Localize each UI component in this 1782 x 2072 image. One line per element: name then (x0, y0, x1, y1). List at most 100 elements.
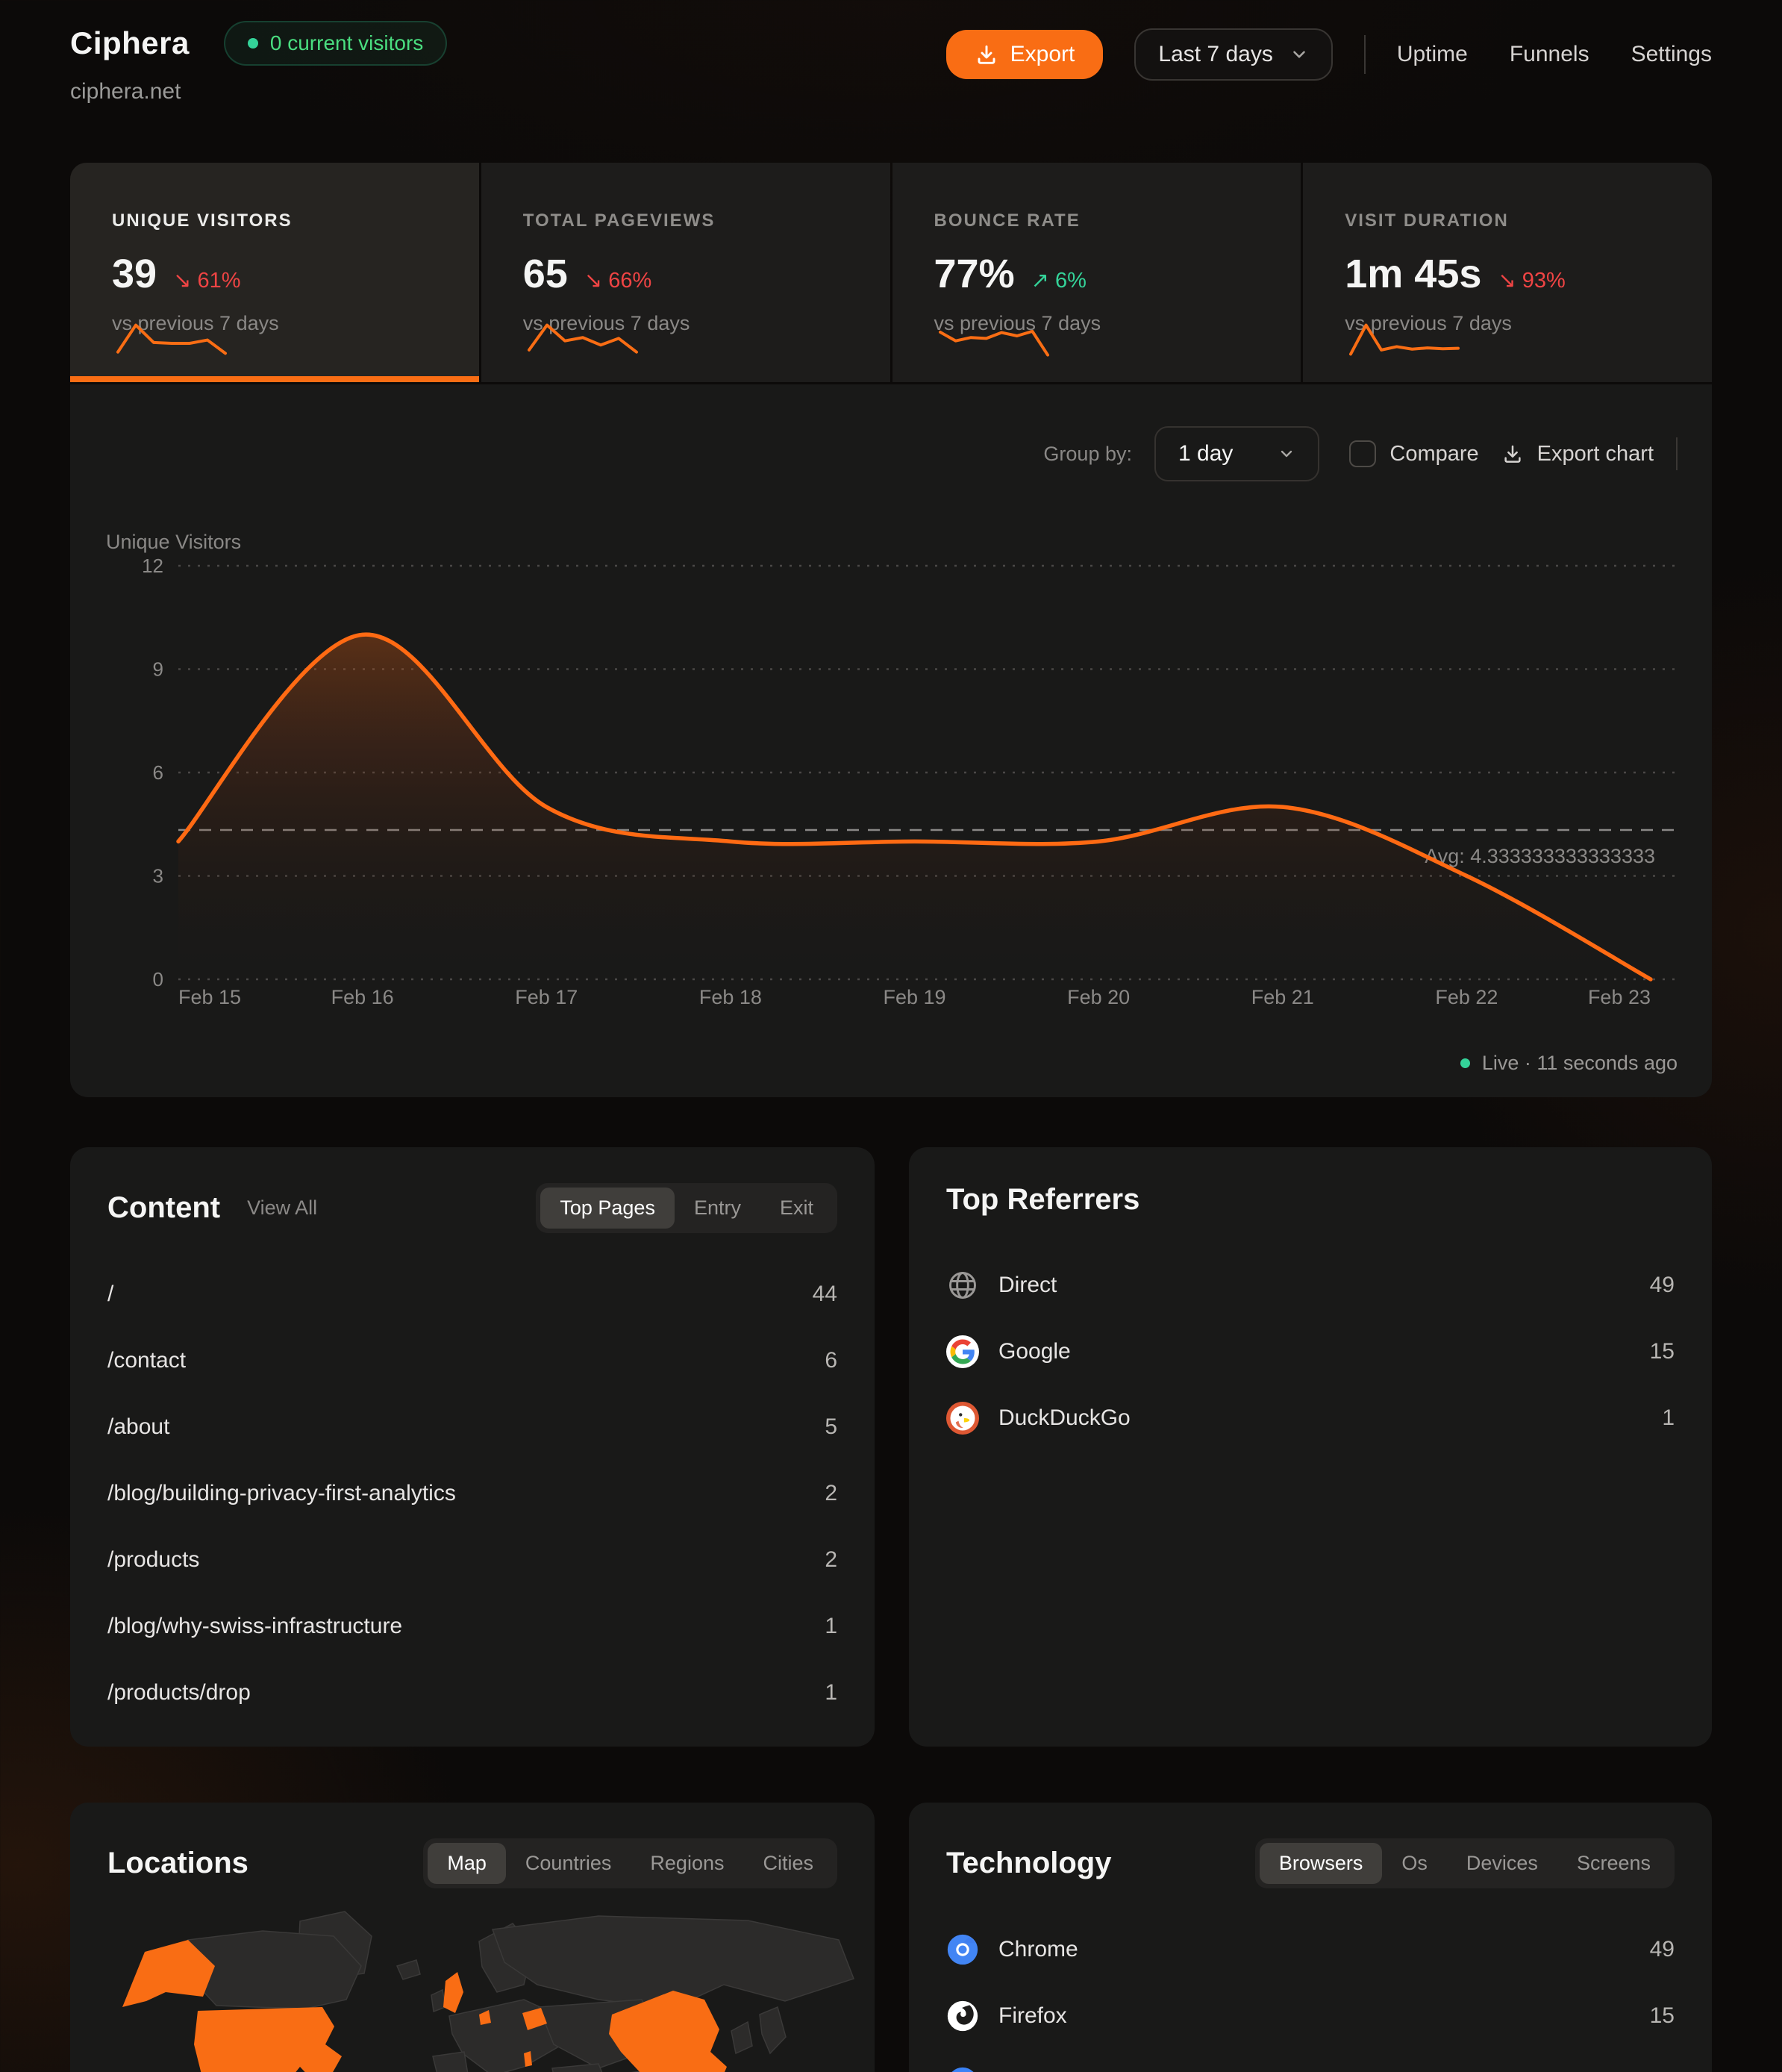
content-title: Content (107, 1191, 221, 1224)
live-status: Live · 11 seconds ago (1460, 1052, 1678, 1075)
table-row[interactable]: /44 (107, 1281, 837, 1306)
stat-label: VISIT DURATION (1345, 210, 1509, 231)
table-row[interactable]: /contact 6 (107, 1347, 837, 1373)
site-domain: ciphera.net (70, 79, 181, 104)
stat-card-unique-visitors[interactable]: UNIQUE VISITORS 39 ↘ 61% vs previous 7 d… (70, 163, 479, 382)
tab-entry[interactable]: Entry (693, 1196, 741, 1219)
unique-visitors-line-chart[interactable]: 0 3 6 9 12 Feb 15 Feb 16 Feb 17 Feb 18 Feb 19 Feb … (70, 384, 1712, 1095)
svg-text:Feb 16: Feb 16 (331, 986, 394, 1008)
svg-text:0: 0 (153, 968, 163, 990)
list-item[interactable]: Direct 49 (946, 1252, 1675, 1318)
nav-settings[interactable]: Settings (1631, 42, 1712, 66)
export-button-label: Export (1010, 42, 1075, 66)
tab-browsers[interactable]: Browsers (1259, 1843, 1383, 1884)
nav-funnels[interactable]: Funnels (1509, 42, 1589, 66)
main-nav: Uptime Funnels Settings (1397, 42, 1712, 67)
list-item[interactable]: Google 15 (946, 1318, 1675, 1385)
duckduckgo-icon (946, 1401, 979, 1435)
svg-text:Feb 19: Feb 19 (883, 986, 945, 1008)
map-country-united-states-alaska (122, 1940, 215, 2007)
map-korea (731, 2020, 753, 2055)
svg-text:3: 3 (153, 865, 163, 887)
technology-rows: Chrome 49 Firefox 15 (946, 1916, 1675, 2072)
stats-row: UNIQUE VISITORS 39 ↘ 61% vs previous 7 d… (70, 163, 1712, 382)
firefox-icon (946, 2000, 979, 2032)
compare-checkbox[interactable] (1349, 440, 1377, 467)
table-row[interactable]: /products/drop 1 (107, 1679, 837, 1705)
compare-toggle[interactable]: Compare (1349, 440, 1479, 467)
group-by-select[interactable]: 1 day (1154, 426, 1320, 481)
sparkline (938, 329, 1049, 357)
site-name: Ciphera (70, 25, 190, 60)
svg-text:Feb 23: Feb 23 (1588, 986, 1651, 1008)
tab-screens[interactable]: Screens (1576, 1852, 1651, 1874)
list-item[interactable]: Firefox 15 (946, 1982, 1675, 2049)
browser-icon (946, 2066, 979, 2072)
svg-text:12: 12 (142, 555, 163, 577)
referrers-title: Top Referrers (946, 1183, 1140, 1216)
controls-divider (1676, 437, 1678, 470)
tab-map[interactable]: Map (428, 1843, 506, 1884)
svg-text:Feb 18: Feb 18 (699, 986, 762, 1008)
download-icon (975, 43, 998, 66)
stat-card-visit-duration[interactable]: VISIT DURATION 1m 45s ↘ 93% vs previous … (1303, 163, 1712, 382)
tab-cities[interactable]: Cities (763, 1852, 813, 1874)
table-row[interactable]: /blog/why-swiss-infrastructure 1 (107, 1613, 837, 1638)
export-chart-button[interactable]: Export chart (1501, 442, 1654, 466)
svg-text:Feb 22: Feb 22 (1435, 986, 1498, 1008)
header-divider (1363, 35, 1366, 74)
tab-regions[interactable]: Regions (650, 1852, 725, 1874)
tab-devices[interactable]: Devices (1466, 1852, 1538, 1874)
chart-axis-title: Unique Visitors (106, 531, 242, 553)
stat-delta: ↘ 61% (173, 269, 241, 293)
group-by-label: Group by: (1043, 442, 1132, 465)
sparkline (1349, 323, 1460, 356)
stat-value: 1m 45s (1345, 252, 1482, 296)
view-all-link[interactable]: View All (247, 1196, 318, 1219)
svg-text:Feb 17: Feb 17 (515, 986, 578, 1008)
table-row[interactable]: /blog/building-privacy-first-analytics 2 (107, 1480, 837, 1505)
world-map[interactable] (76, 1895, 869, 2072)
stat-compare: vs previous 7 days (934, 312, 1101, 334)
map-iceland (396, 1959, 421, 1980)
stat-label: TOTAL PAGEVIEWS (522, 210, 716, 231)
date-range-select[interactable]: Last 7 days (1134, 28, 1333, 81)
top-referrers-card: Top Referrers Direct 49 Google 15 DuckDuck… (909, 1147, 1712, 1747)
green-dot-icon (247, 38, 258, 49)
current-visitors-label: 0 current visitors (269, 31, 424, 54)
table-row[interactable]: /products 2 (107, 1547, 837, 1572)
svg-text:Feb 20: Feb 20 (1067, 986, 1130, 1008)
map-canada (187, 1930, 362, 2009)
locations-tabs: Map Countries Regions Cities (423, 1838, 837, 1888)
export-button[interactable]: Export (945, 30, 1104, 79)
stat-card-bounce-rate[interactable]: BOUNCE RATE 77% ↗ 6% vs previous 7 days (892, 163, 1301, 382)
list-item[interactable]: Chrome 49 (946, 1916, 1675, 1982)
svg-text:9: 9 (153, 658, 163, 681)
technology-title: Technology (946, 1847, 1112, 1879)
map-country-china (609, 1991, 727, 2072)
map-russia (491, 1915, 854, 2009)
tab-top-pages[interactable]: Top Pages (540, 1188, 675, 1229)
current-visitors-badge[interactable]: 0 current visitors (223, 21, 448, 66)
stat-card-total-pageviews[interactable]: TOTAL PAGEVIEWS 65 ↘ 66% vs previous 7 d… (481, 163, 890, 382)
browser-row-partial[interactable] (946, 2049, 1675, 2072)
map-japan (759, 2006, 787, 2055)
nav-uptime[interactable]: Uptime (1396, 42, 1468, 66)
map-iberia (432, 2051, 469, 2072)
svg-text:6: 6 (153, 761, 163, 784)
tab-countries[interactable]: Countries (525, 1852, 612, 1874)
tab-exit[interactable]: Exit (779, 1196, 813, 1219)
chrome-icon (946, 1933, 979, 1966)
table-row[interactable]: /about 5 (107, 1414, 837, 1439)
list-item[interactable]: DuckDuckGo 1 (946, 1385, 1675, 1451)
chevron-down-icon (1278, 445, 1295, 463)
tab-os[interactable]: Os (1401, 1852, 1428, 1874)
stat-value: 77% (934, 252, 1015, 296)
export-chart-label: Export chart (1536, 441, 1654, 466)
locations-card: Locations Map Countries Regions Cities (70, 1803, 875, 2072)
sparkline (116, 323, 227, 355)
download-icon (1501, 443, 1524, 465)
stat-label: BOUNCE RATE (934, 210, 1081, 231)
technology-tabs: Browsers Os Devices Screens (1254, 1838, 1675, 1888)
stat-label: UNIQUE VISITORS (112, 210, 293, 231)
